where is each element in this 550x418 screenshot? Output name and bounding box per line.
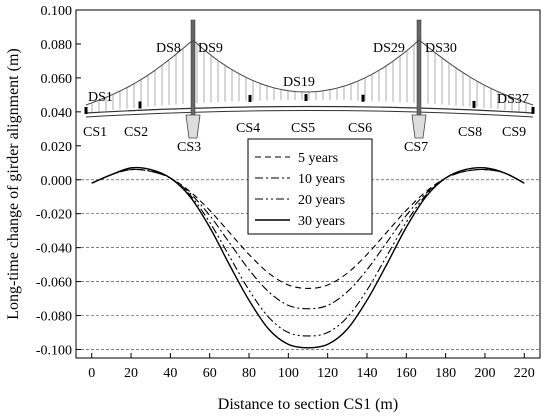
cs-label: CS2 xyxy=(124,125,148,140)
x-tick-label: 200 xyxy=(474,366,495,381)
ds-label: DS8 xyxy=(156,41,181,56)
x-axis-ticks: 0 20 40 60 80 100 120 140 160 180 200 220 xyxy=(88,353,535,381)
section-marker xyxy=(361,94,365,102)
y-tick-label: 0.100 xyxy=(41,4,73,19)
y-tick-label: 0.040 xyxy=(41,106,73,121)
bridge-tower xyxy=(190,19,196,131)
cs-label: CS4 xyxy=(236,121,260,136)
y-tick-label: -0.020 xyxy=(36,208,72,223)
y-tick-label: -0.060 xyxy=(36,276,72,291)
ds-label: DS29 xyxy=(373,41,405,56)
ds-label: DS19 xyxy=(283,75,315,90)
section-marker xyxy=(531,106,535,114)
section-marker xyxy=(472,100,476,108)
tower-pier xyxy=(185,114,201,139)
y-tick-label: 0.000 xyxy=(41,174,73,189)
bridge-deck xyxy=(85,105,534,114)
cs-label: CS9 xyxy=(502,125,526,140)
ds-label: DS9 xyxy=(198,41,223,56)
cs-label: CS1 xyxy=(83,125,107,140)
cs-label: CS5 xyxy=(291,121,315,136)
cs-label: CS6 xyxy=(348,121,372,136)
series-line-5-years xyxy=(91,168,525,289)
bridge-diagram: DS1 DS8 DS9 DS19 DS29 DS30 DS37 CS1 CS2 CS3 CS4 CS5… xyxy=(83,19,535,155)
x-axis-title: Distance to section CS1 (m) xyxy=(218,396,398,413)
y-tick-label: -0.100 xyxy=(36,344,72,359)
section-marker xyxy=(248,94,252,102)
y-tick-label: 0.020 xyxy=(41,140,73,155)
main-cable xyxy=(85,39,534,106)
section-marker xyxy=(304,94,308,102)
y-tick-label: -0.040 xyxy=(36,242,72,257)
grid-lines xyxy=(76,179,540,350)
tower-pier xyxy=(411,114,427,139)
x-tick-label: 80 xyxy=(242,366,256,381)
cs-label: CS8 xyxy=(458,125,482,140)
legend-label: 30 years xyxy=(298,214,345,229)
section-marker xyxy=(84,107,88,114)
x-tick-label: 160 xyxy=(396,366,417,381)
y-tick-label: 0.060 xyxy=(41,72,73,87)
cs-label: CS7 xyxy=(404,140,428,155)
x-tick-label: 40 xyxy=(163,366,177,381)
x-tick-label: 0 xyxy=(88,366,95,381)
ds-label: DS1 xyxy=(88,90,113,105)
ds-label: DS37 xyxy=(497,92,529,107)
ds-label: DS30 xyxy=(425,41,457,56)
section-marker xyxy=(138,101,142,109)
series-line-30-years xyxy=(91,166,525,349)
series-group xyxy=(91,166,525,349)
y-tick-label: 0.080 xyxy=(41,38,73,53)
x-tick-label: 140 xyxy=(356,366,377,381)
y-axis-ticks: 0.100 0.080 0.060 0.040 0.020 0.000 -0.020 -0.0… xyxy=(36,4,81,359)
x-tick-label: 120 xyxy=(317,366,338,381)
legend-label: 10 years xyxy=(298,172,345,187)
x-tick-label: 180 xyxy=(435,366,456,381)
legend-box xyxy=(247,138,373,235)
x-tick-label: 100 xyxy=(278,366,299,381)
bridge-tower xyxy=(416,19,422,131)
y-tick-label: -0.080 xyxy=(36,310,72,325)
series-line-20-years xyxy=(91,168,525,337)
cs-label: CS3 xyxy=(177,140,201,155)
x-tick-label: 60 xyxy=(203,366,217,381)
x-tick-label: 20 xyxy=(124,366,138,381)
legend: 5 years 10 years 20 years 30 years xyxy=(247,138,373,235)
x-tick-label: 220 xyxy=(514,366,535,381)
legend-label: 5 years xyxy=(298,151,338,166)
legend-label: 20 years xyxy=(298,193,345,208)
bridge-deck-lower xyxy=(85,110,534,118)
plot-frame xyxy=(75,9,541,359)
y-axis-title: Long-time change of girder alignment (m) xyxy=(5,48,22,319)
